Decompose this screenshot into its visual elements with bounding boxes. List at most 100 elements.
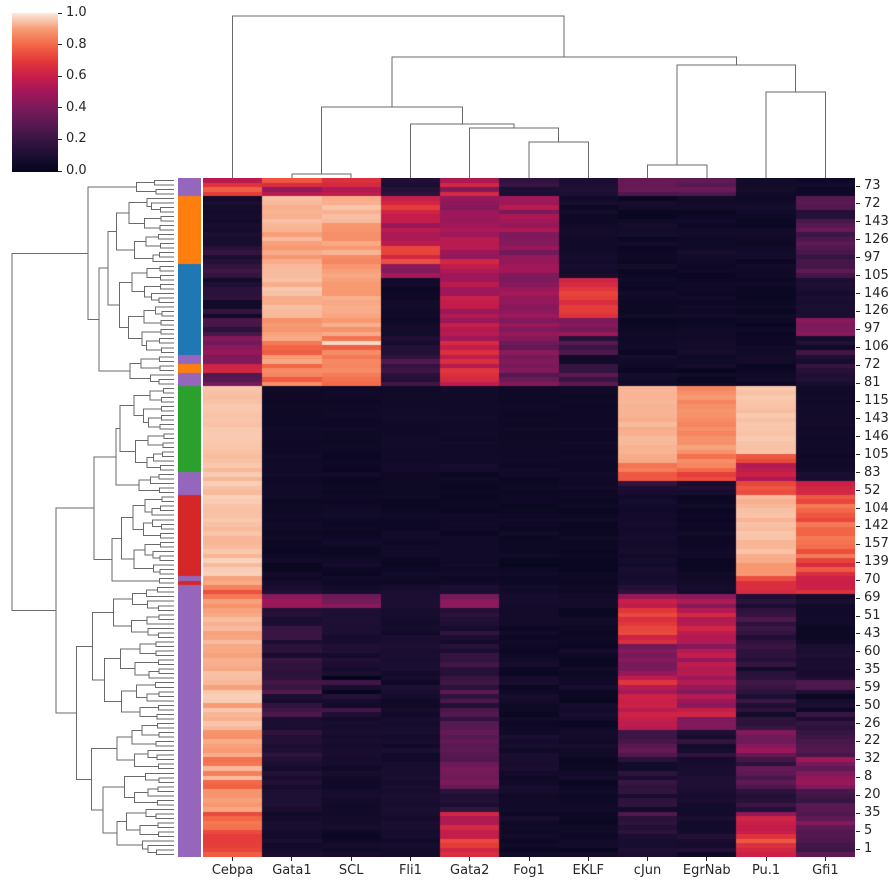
dendrogram-link bbox=[160, 274, 174, 281]
dendrogram-link bbox=[155, 813, 174, 820]
row-tick-label: 139 bbox=[864, 554, 889, 570]
dendrogram-link bbox=[151, 292, 174, 301]
dendrogram-link bbox=[161, 311, 174, 317]
row-tick-label: 52 bbox=[864, 482, 881, 498]
row-tick bbox=[856, 651, 860, 653]
colorbar-tick bbox=[58, 170, 62, 172]
column-tick bbox=[765, 857, 767, 861]
dendrogram-link bbox=[232, 15, 565, 178]
dendrogram-link bbox=[147, 600, 174, 609]
dendrogram-link bbox=[151, 519, 174, 528]
dendrogram-link bbox=[157, 632, 174, 638]
dendrogram-link bbox=[90, 748, 118, 811]
column-label: Fog1 bbox=[513, 863, 545, 878]
dendrogram-link bbox=[75, 645, 93, 780]
dendrogram-link bbox=[149, 476, 174, 485]
dendrogram-link bbox=[147, 845, 174, 853]
row-tick-label: 73 bbox=[864, 178, 881, 193]
row-tick bbox=[856, 293, 860, 294]
column-label: EKLF bbox=[572, 863, 604, 878]
row-tick bbox=[856, 543, 860, 545]
dendrogram-link bbox=[113, 598, 133, 627]
dendrogram-link bbox=[158, 356, 174, 362]
dendrogram-link bbox=[136, 182, 156, 193]
row-tick bbox=[856, 812, 860, 814]
dendrogram-link bbox=[157, 786, 174, 792]
dendrogram-link bbox=[158, 297, 174, 303]
colorbar-tick bbox=[58, 12, 62, 14]
row-tick-label: 69 bbox=[864, 590, 881, 606]
dendrogram-link bbox=[146, 693, 174, 702]
dendrogram-link bbox=[158, 732, 174, 738]
dendrogram-link bbox=[133, 549, 154, 569]
dendrogram-link bbox=[134, 791, 158, 804]
row-tick bbox=[856, 687, 860, 689]
dendrogram-link bbox=[154, 306, 174, 315]
colorbar-tick-label: 0.6 bbox=[66, 68, 87, 84]
dendrogram-link bbox=[152, 550, 174, 559]
column-dendrogram bbox=[232, 15, 826, 178]
row-tick bbox=[856, 239, 860, 241]
dendrogram-link bbox=[160, 329, 174, 335]
dendrogram-link bbox=[161, 415, 174, 421]
row-tick bbox=[856, 508, 860, 510]
dendrogram-link bbox=[160, 347, 174, 353]
dendrogram-link bbox=[162, 442, 174, 448]
dendrogram-link bbox=[159, 424, 174, 430]
dendrogram-link bbox=[129, 363, 151, 379]
dendrogram-link bbox=[147, 750, 174, 758]
dendrogram-link bbox=[133, 240, 153, 259]
row-cluster-colors-strip bbox=[178, 178, 201, 857]
dendrogram-link bbox=[146, 457, 161, 469]
dendrogram-link bbox=[120, 648, 140, 670]
dendrogram-link bbox=[150, 374, 174, 383]
dendrogram-link bbox=[647, 164, 708, 178]
column-tick bbox=[350, 857, 352, 861]
dendrogram-link bbox=[145, 236, 161, 247]
dendrogram-link bbox=[141, 725, 159, 736]
dendrogram-link bbox=[107, 230, 120, 306]
dendrogram-link bbox=[143, 522, 161, 537]
dendrogram-link bbox=[159, 265, 174, 272]
dendrogram-link bbox=[125, 812, 146, 831]
row-tick bbox=[856, 490, 860, 492]
dendrogram-link bbox=[158, 659, 174, 666]
dendrogram-link bbox=[145, 772, 174, 781]
dendrogram-link bbox=[159, 569, 174, 575]
dendrogram-link bbox=[147, 627, 174, 636]
dendrogram-link bbox=[131, 729, 156, 745]
dendrogram-link bbox=[128, 201, 147, 224]
row-tick-label: 1 bbox=[864, 841, 873, 856]
row-tick bbox=[856, 723, 860, 725]
dendrogram-link bbox=[528, 141, 589, 178]
dendrogram-link bbox=[162, 451, 174, 457]
dendrogram-link bbox=[140, 358, 160, 369]
row-tick bbox=[856, 848, 860, 850]
dendrogram-link bbox=[160, 523, 174, 530]
dendrogram-link bbox=[55, 507, 94, 714]
dendrogram-link bbox=[131, 272, 147, 293]
row-tick-label: 35 bbox=[864, 805, 881, 821]
column-label: Gata2 bbox=[450, 863, 490, 878]
row-tick-label: 50 bbox=[864, 697, 881, 713]
row-tick-label: 72 bbox=[864, 195, 881, 211]
dendrogram-link bbox=[139, 707, 159, 718]
row-tick bbox=[856, 794, 860, 796]
dendrogram-link bbox=[158, 578, 174, 584]
dendrogram-link bbox=[158, 252, 174, 258]
colorbar-tick-label: 0.8 bbox=[66, 36, 87, 52]
row-tick-label: 32 bbox=[864, 751, 881, 767]
row-tick-label: 106 bbox=[864, 339, 889, 355]
dendrogram-link bbox=[132, 505, 145, 530]
dendrogram-link bbox=[155, 188, 174, 195]
colorbar-tick-label: 0.2 bbox=[66, 131, 87, 147]
dendrogram-link bbox=[123, 776, 146, 799]
row-tick-label: 35 bbox=[864, 661, 881, 677]
dendrogram-link bbox=[161, 397, 174, 403]
row-tick bbox=[856, 203, 860, 205]
dendrogram-link bbox=[157, 605, 174, 611]
dendrogram-link bbox=[121, 690, 140, 713]
row-dendrogram bbox=[11, 179, 174, 856]
dendrogram-link bbox=[409, 123, 515, 178]
column-tick bbox=[469, 857, 471, 861]
